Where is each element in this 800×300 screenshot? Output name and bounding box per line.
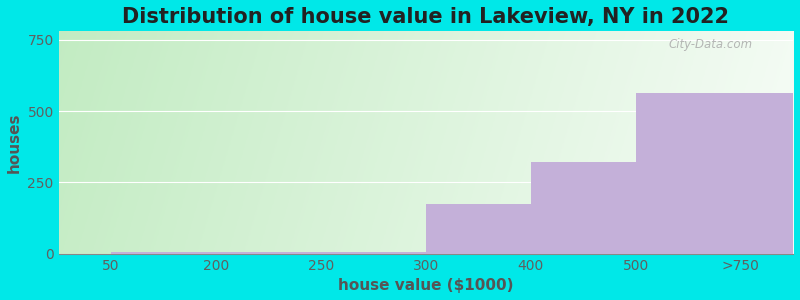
Y-axis label: houses: houses bbox=[7, 112, 22, 173]
Bar bbox=[426, 204, 530, 254]
Bar bbox=[741, 93, 800, 254]
Bar bbox=[321, 252, 426, 254]
X-axis label: house value ($1000): house value ($1000) bbox=[338, 278, 514, 293]
Bar bbox=[530, 162, 636, 254]
Text: City-Data.com: City-Data.com bbox=[668, 38, 752, 51]
Bar bbox=[636, 93, 741, 254]
Bar bbox=[216, 252, 321, 254]
Title: Distribution of house value in Lakeview, NY in 2022: Distribution of house value in Lakeview,… bbox=[122, 7, 730, 27]
Bar bbox=[111, 252, 216, 254]
